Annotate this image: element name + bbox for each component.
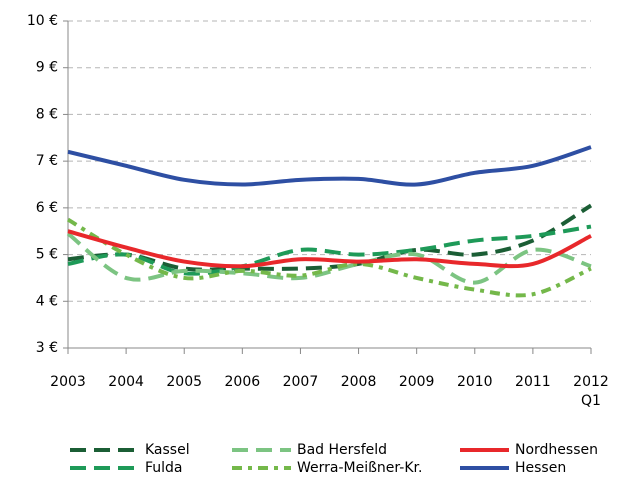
x-tick-label: 2008 <box>340 374 377 390</box>
series-line <box>67 229 592 269</box>
legend-label: Hessen <box>515 460 566 476</box>
legend-label: Bad Hersfeld <box>297 442 387 458</box>
x-tick-label: 2006 <box>224 374 261 390</box>
y-tick-label: 7 € <box>36 153 58 169</box>
legend-label: Kassel <box>145 442 190 458</box>
x-tick-label: 2005 <box>166 374 203 390</box>
legend-label: Nordhessen <box>515 442 598 458</box>
y-tick-label: 3 € <box>36 340 58 356</box>
x-tick-label: 2003 <box>50 374 86 390</box>
x-tick-label: 2010 <box>456 374 493 390</box>
legend-label: Fulda <box>145 460 183 476</box>
series-line <box>66 217 592 298</box>
y-tick-label: 6 € <box>36 200 58 216</box>
series-line <box>67 203 593 272</box>
x-tick-label: 2004 <box>108 374 144 390</box>
x-tick-label: 2011 <box>515 374 551 390</box>
series-line <box>67 224 592 276</box>
x-tick-label: 2007 <box>282 374 319 390</box>
y-tick-label: 8 € <box>36 106 58 122</box>
legend-label: Werra-Meißner-Kr. <box>297 460 422 476</box>
x-tick-label: 2012 Q1 <box>573 374 609 409</box>
x-tick-label: 2009 <box>398 374 435 390</box>
y-tick-label: 5 € <box>36 247 58 263</box>
series-line <box>67 145 592 187</box>
y-tick-label: 10 € <box>27 13 58 29</box>
y-tick-label: 4 € <box>36 293 58 309</box>
y-tick-label: 9 € <box>36 60 58 76</box>
